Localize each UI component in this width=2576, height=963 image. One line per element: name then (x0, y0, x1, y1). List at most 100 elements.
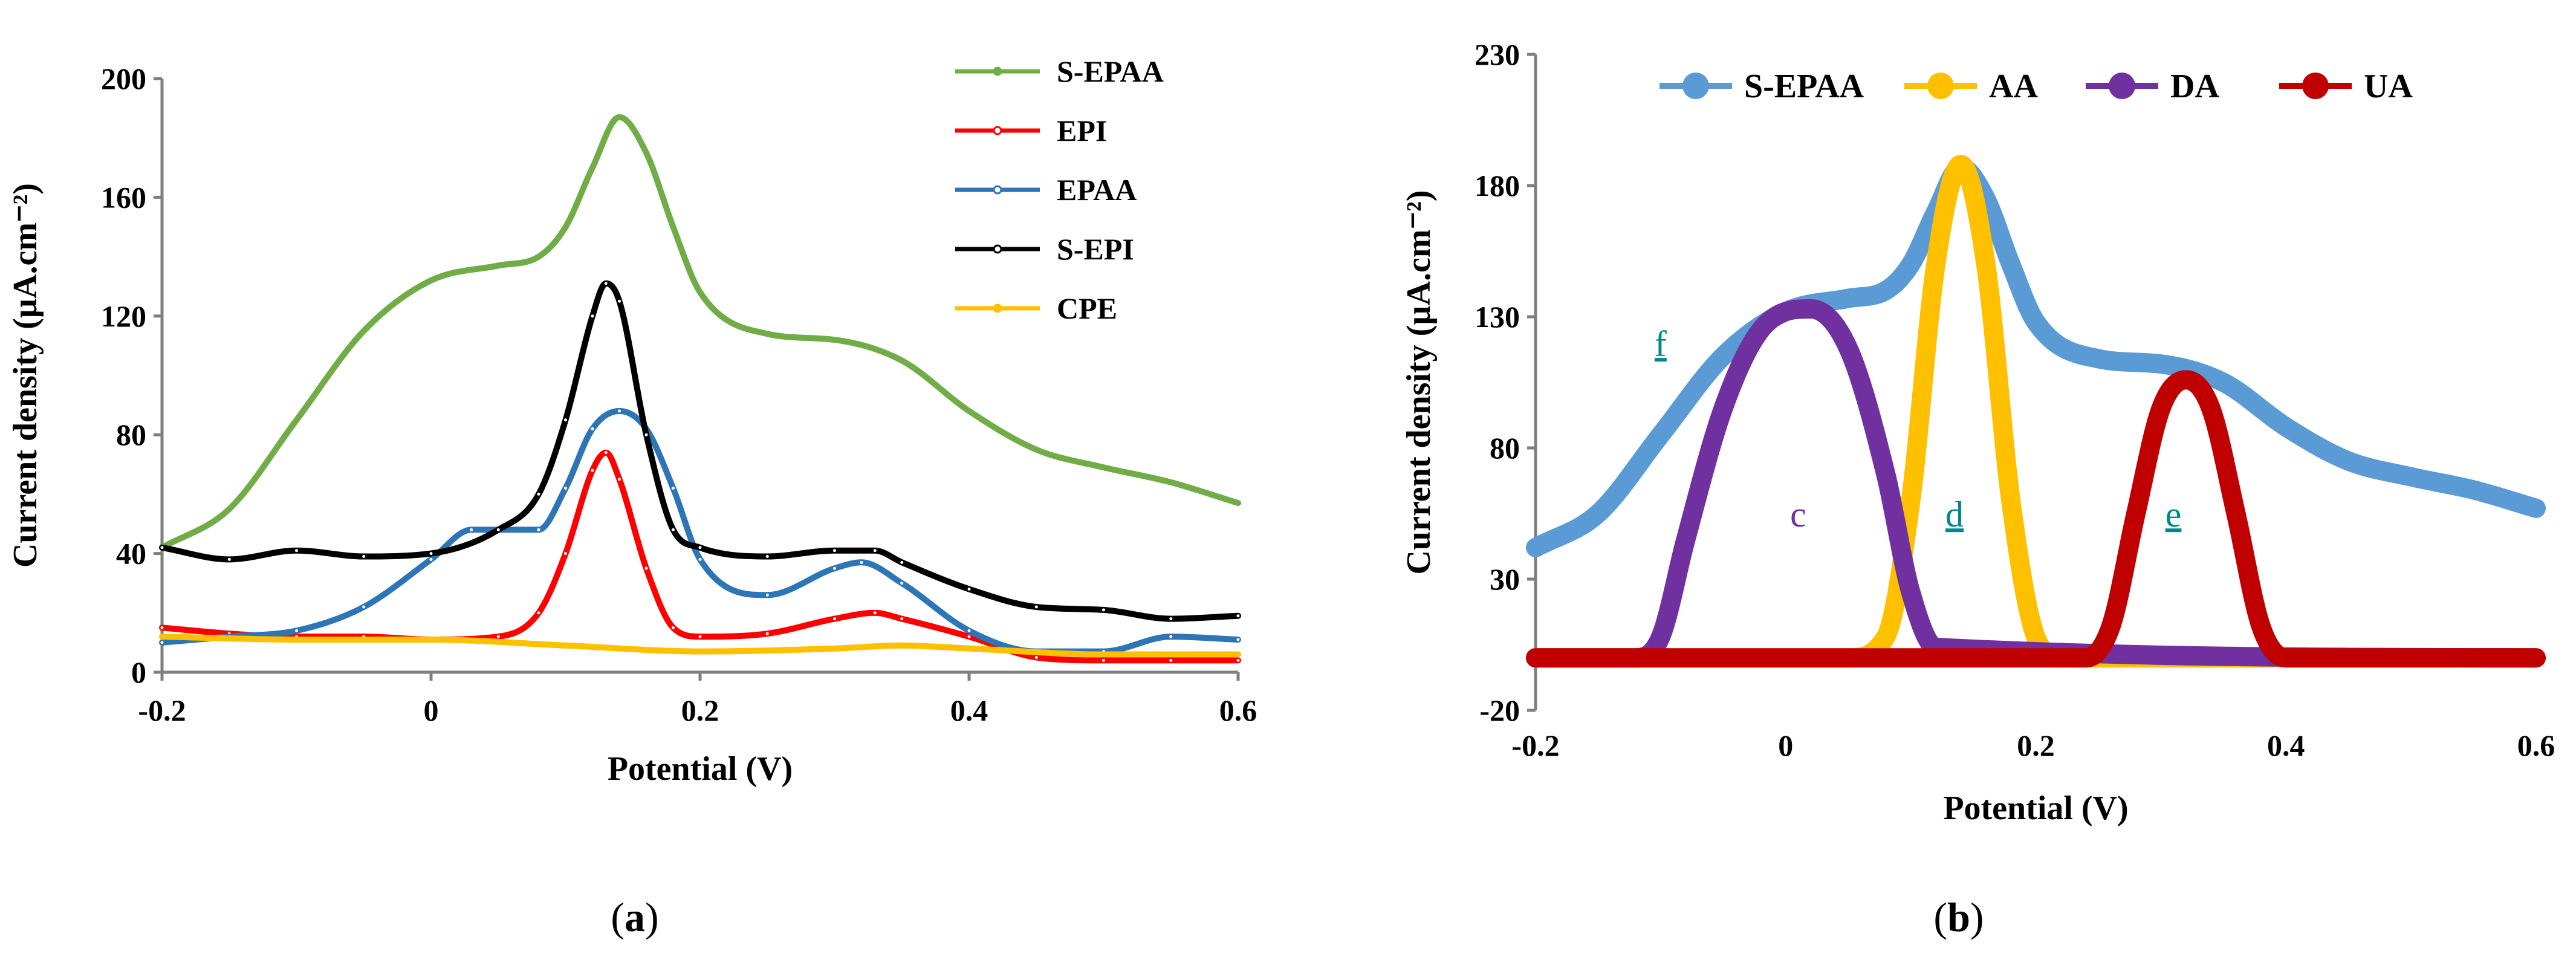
data-point (643, 565, 649, 571)
data-point (967, 409, 971, 413)
data-point (361, 554, 367, 560)
legend-item: EPI (955, 114, 1107, 148)
data-point (670, 527, 676, 533)
x-axis-title: Potential (V) (1943, 790, 2128, 827)
legend-item: S-EPAA (1659, 68, 1864, 105)
data-point (563, 417, 568, 423)
legend: S-EPAA AA DA UA (1659, 68, 2413, 105)
data-point (671, 225, 675, 229)
data-point (670, 485, 676, 491)
legend-marker (2302, 73, 2329, 99)
y-tick-label: 180 (1475, 169, 1520, 203)
series-epaa (159, 407, 1241, 655)
data-point (226, 556, 232, 562)
x-tick-label: -0.2 (138, 693, 186, 727)
legend-marker (1682, 73, 1709, 99)
data-point (1235, 657, 1241, 663)
y-tick-label: 120 (101, 299, 146, 333)
series-line (159, 407, 1241, 655)
data-point (764, 592, 770, 598)
curve-annotation: e (2166, 494, 2182, 534)
data-point (495, 634, 501, 640)
data-point (294, 637, 299, 641)
legend-label: S-EPAA (1057, 54, 1164, 88)
y-axis-title: Current density (µA.cm⁻²) (7, 183, 44, 568)
data-point (294, 548, 299, 554)
legend-item: DA (2086, 68, 2219, 105)
legend-label: S-EPAA (1744, 68, 1864, 105)
legend-marker (993, 185, 1002, 195)
data-point (1168, 634, 1174, 640)
legend-label: EPI (1057, 114, 1107, 148)
data-point (1033, 654, 1039, 660)
data-point (591, 166, 594, 170)
x-tick-label: 0.4 (2267, 728, 2305, 762)
legend-marker (993, 126, 1002, 135)
data-point (159, 640, 165, 646)
data-point (603, 280, 609, 287)
legend: S-EPAA EPI EPAA S-EPI CPE (955, 54, 1164, 325)
data-point (1101, 652, 1106, 657)
data-point (832, 548, 837, 554)
data-point (1168, 616, 1174, 622)
data-point (589, 426, 595, 432)
data-point (428, 551, 434, 557)
legend-marker (993, 244, 1002, 254)
series-cpe (159, 634, 1241, 658)
legend-marker (2109, 73, 2135, 99)
data-point (899, 559, 905, 565)
x-tick-label: 0 (424, 693, 439, 727)
data-point (617, 476, 622, 482)
data-point (1101, 465, 1106, 470)
data-point (967, 646, 971, 650)
y-tick-label: 130 (1475, 300, 1520, 334)
legend-label: S-EPI (1057, 232, 1134, 266)
y-tick-label: 80 (1490, 431, 1520, 465)
data-point (294, 627, 299, 634)
data-point (429, 278, 433, 282)
data-point (643, 432, 649, 438)
data-point (159, 545, 165, 551)
data-point (617, 115, 621, 119)
legend-item: UA (2279, 68, 2413, 105)
x-tick-label: 0.6 (2517, 728, 2555, 762)
data-point (1235, 637, 1241, 643)
y-tick-label: 230 (1475, 37, 1520, 71)
legend-label: UA (2364, 68, 2413, 105)
data-point (858, 559, 865, 565)
data-point (900, 358, 904, 363)
series-line (1526, 157, 2546, 557)
data-point (496, 264, 501, 268)
panel-a-chart: 0 40 80 120 160 200 -0.2 0 0.2 0.4 0.6 Potential (V… (7, 54, 1257, 788)
x-axis-title: Potential (V) (608, 750, 793, 788)
data-point (832, 338, 837, 342)
y-tick-label: 80 (116, 418, 146, 452)
data-point (428, 556, 434, 562)
data-point (832, 565, 837, 571)
data-point (429, 637, 433, 641)
data-point (469, 527, 475, 533)
data-point (872, 610, 878, 616)
data-point (697, 556, 703, 562)
series-line (159, 634, 1241, 658)
x-tick-label: -0.2 (1511, 728, 1559, 762)
legend-label: CPE (1057, 291, 1117, 325)
x-tick-label: 0.2 (2017, 728, 2055, 762)
series-s-epi (159, 280, 1241, 622)
data-point (361, 604, 367, 610)
data-point (832, 646, 837, 650)
data-point (966, 627, 972, 634)
data-point (159, 624, 165, 631)
data-point (495, 527, 501, 533)
series-s-epaa (1526, 157, 2546, 557)
data-point (698, 649, 702, 653)
data-point (764, 554, 770, 560)
y-tick-label: 0 (131, 655, 146, 689)
data-point (536, 491, 542, 497)
x-tick-label: 0 (1778, 728, 1793, 762)
y-tick-label: 200 (101, 62, 146, 96)
data-point (563, 485, 568, 491)
data-point (765, 332, 770, 336)
x-tick-label: 0.6 (1219, 693, 1257, 727)
